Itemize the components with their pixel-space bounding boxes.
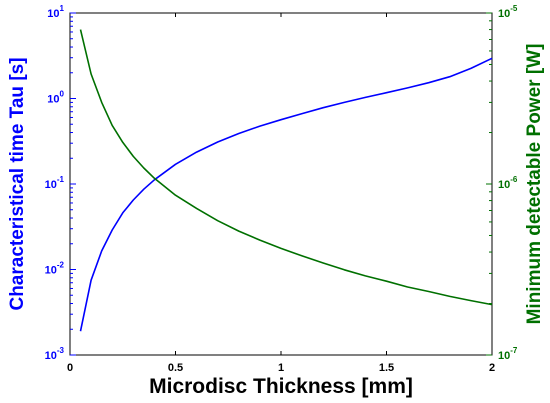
right-tick-label: 10-6 bbox=[498, 175, 518, 191]
x-axis-label: Microdisc Thickness [mm] bbox=[149, 375, 413, 398]
x-tick-label: 2 bbox=[489, 362, 495, 374]
tick-exponent: 1 bbox=[60, 4, 65, 13]
tick-base: 10 bbox=[47, 8, 59, 20]
left-tick-label: 10-2 bbox=[45, 261, 65, 277]
series-line-right bbox=[79, 29, 493, 306]
right-axis-label: Minimum detectable Power [W] bbox=[524, 44, 545, 325]
plot-frame bbox=[69, 12, 493, 356]
x-tick-label: 0 bbox=[67, 362, 73, 374]
right-tick-label: 10-7 bbox=[498, 346, 518, 362]
tick-exponent: 0 bbox=[60, 90, 65, 99]
x-tick-label: 0.5 bbox=[168, 362, 183, 374]
series-layer bbox=[79, 29, 493, 332]
tick-base: 10 bbox=[45, 265, 57, 277]
tick-base: 10 bbox=[45, 179, 57, 191]
tick-exponent: -7 bbox=[510, 346, 518, 355]
tick-base: 10 bbox=[47, 94, 59, 106]
tick-exponent: -6 bbox=[510, 175, 518, 184]
tick-exponent: -1 bbox=[57, 175, 65, 184]
tick-base: 10 bbox=[498, 8, 510, 20]
tick-exponent: -2 bbox=[57, 261, 65, 270]
x-axis-ticks: 0 0.5 1 1.5 2 bbox=[67, 13, 495, 374]
tick-base: 10 bbox=[498, 179, 510, 191]
left-tick-label: 10-1 bbox=[45, 175, 65, 191]
tick-exponent: -5 bbox=[510, 4, 518, 13]
left-axis-label: Characteristical time Tau [s] bbox=[7, 57, 28, 310]
left-tick-label: 101 bbox=[47, 4, 64, 20]
tick-exponent: -3 bbox=[57, 346, 65, 355]
tick-base: 10 bbox=[498, 350, 510, 362]
x-tick-label: 1 bbox=[278, 362, 284, 374]
left-tick-label: 10-3 bbox=[45, 346, 65, 362]
right-axis-ticks: 10-710-610-5 bbox=[486, 4, 518, 362]
series-line-left bbox=[79, 57, 493, 332]
x-tick-label: 1.5 bbox=[379, 362, 394, 374]
left-tick-label: 100 bbox=[47, 90, 64, 106]
right-tick-label: 10-5 bbox=[498, 4, 518, 20]
tick-base: 10 bbox=[45, 350, 57, 362]
